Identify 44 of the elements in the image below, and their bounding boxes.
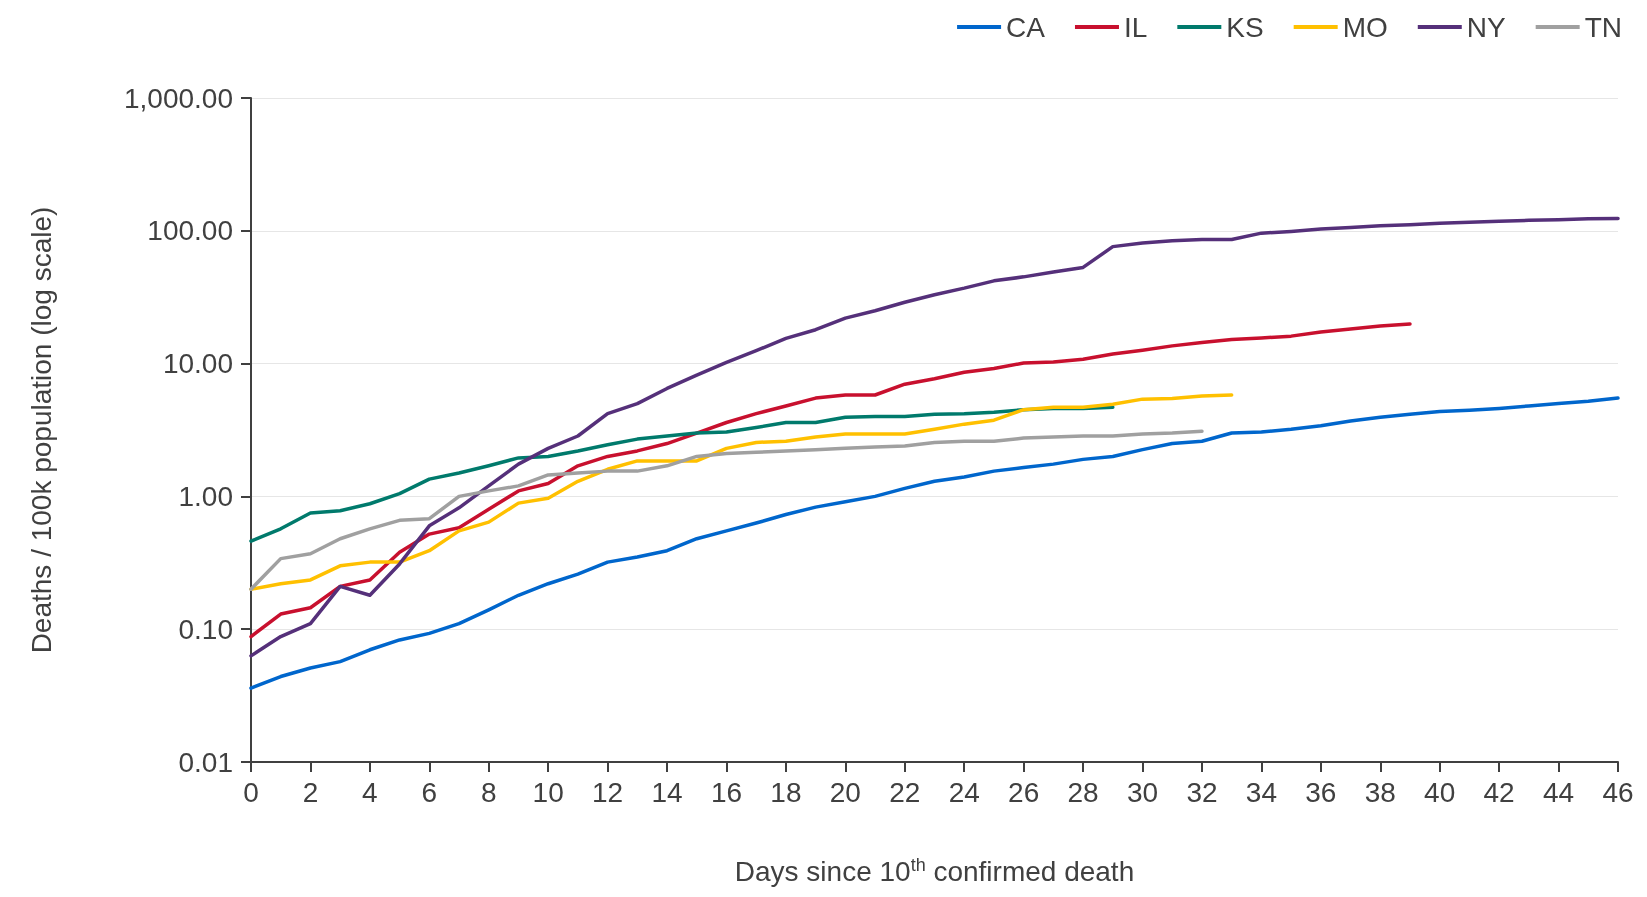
x-tick-label: 30 (1126, 776, 1159, 808)
x-tick-label: 44 (1542, 776, 1575, 808)
legend-label: MO (1342, 11, 1388, 43)
y-tick-label: 100.00 (147, 215, 233, 247)
line-series (249, 216, 1620, 658)
x-tick-label: 18 (770, 776, 802, 808)
x-tick-label: 10 (532, 776, 564, 808)
legend-label: KS (1226, 11, 1264, 43)
x-tick-label: 46 (1602, 776, 1634, 808)
x-tick-label: 38 (1364, 776, 1396, 808)
x-tick-label: 0 (243, 776, 259, 808)
x-tick-label: 14 (651, 776, 683, 808)
line-series (249, 393, 1234, 591)
x-tick-label: 34 (1245, 776, 1277, 808)
y-axis-title: Deaths / 100k population (log scale) (25, 206, 57, 654)
line-series (249, 396, 1620, 690)
x-tick-label: 16 (710, 776, 743, 808)
legend-label: NY (1466, 11, 1506, 43)
x-tick-label: 36 (1305, 776, 1337, 808)
x-tick-label: 2 (302, 776, 319, 808)
y-tick-label: 1,000.00 (124, 82, 233, 114)
line-series (249, 405, 1115, 543)
y-tick-label: 0.10 (178, 613, 233, 645)
line-series (249, 429, 1204, 591)
x-tick-label: 26 (1008, 776, 1040, 808)
legend-label: CA (1006, 11, 1046, 43)
x-tick-label: 6 (421, 776, 438, 808)
x-tick-label: 42 (1483, 776, 1515, 808)
x-tick-label: 8 (480, 776, 497, 808)
x-tick-label: 20 (829, 776, 861, 808)
x-tick-label: 22 (889, 776, 921, 808)
x-tick-label: 28 (1067, 776, 1099, 808)
x-tick-label: 32 (1186, 776, 1218, 808)
x-axis-title: Days since 10$^{th}$ confirmed death (733, 855, 1136, 889)
x-tick-label: 40 (1424, 776, 1456, 808)
x-tick-label: 24 (948, 776, 980, 808)
y-tick-label: 1.00 (178, 480, 233, 512)
x-tick-label: 4 (362, 776, 378, 808)
legend-label: IL (1123, 11, 1148, 43)
x-tick-label: 12 (592, 776, 624, 808)
line-series (249, 322, 1412, 639)
y-tick-label: 10.00 (162, 348, 233, 380)
legend-label: TN (1584, 11, 1622, 43)
y-tick-label: 0.01 (178, 746, 233, 778)
